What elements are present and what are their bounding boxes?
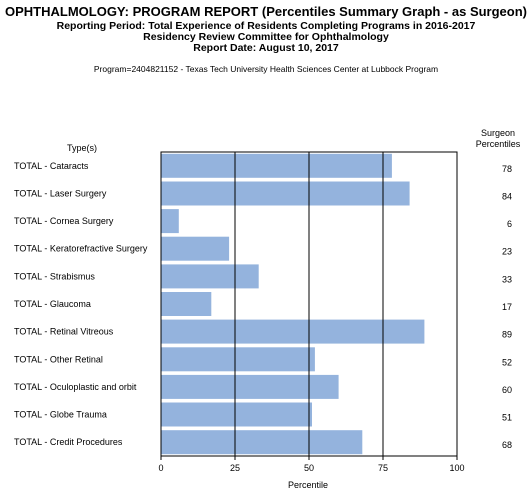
type-label: TOTAL - Credit Procedures: [14, 437, 123, 447]
percentile-value: 33: [502, 274, 512, 284]
bar: [161, 153, 392, 178]
type-label: TOTAL - Oculoplastic and orbit: [14, 382, 137, 392]
percentile-value: 89: [502, 330, 512, 340]
reporting-period: Reporting Period: Total Experience of Re…: [56, 20, 476, 32]
bar: [161, 402, 312, 427]
bar: [161, 374, 339, 399]
type-label: TOTAL - Retinal Vitreous: [14, 327, 114, 337]
type-label: TOTAL - Other Retinal: [14, 354, 103, 364]
percentile-value: 68: [502, 440, 512, 450]
type-label: TOTAL - Glaucoma: [14, 299, 91, 309]
percentile-value: 78: [502, 164, 512, 174]
percentile-value: 17: [502, 302, 512, 312]
x-tick-label: 75: [378, 463, 388, 473]
bar: [161, 319, 425, 344]
bar: [161, 264, 259, 289]
type-label: TOTAL - Strabismus: [14, 271, 95, 281]
type-label: TOTAL - Globe Trauma: [14, 410, 107, 420]
percentile-value: 51: [502, 413, 512, 423]
percentile-value: 23: [502, 247, 512, 257]
type-label: TOTAL - Cataracts: [14, 161, 89, 171]
type-label: TOTAL - Cornea Surgery: [14, 216, 114, 226]
committee-name: Residency Review Committee for Ophthalmo…: [143, 31, 389, 43]
bar: [161, 236, 230, 261]
types-column-header: Type(s): [67, 143, 98, 153]
type-label: TOTAL - Keratorefractive Surgery: [14, 244, 148, 254]
bar: [161, 292, 212, 316]
bar: [161, 347, 315, 372]
bar: [161, 430, 363, 455]
percentile-value: 52: [502, 357, 512, 367]
report-title: OPHTHALMOLOGY: PROGRAM REPORT (Percentil…: [5, 4, 527, 19]
report-date: Report Date: August 10, 2017: [193, 42, 339, 54]
program-line: Program=2404821152 - Texas Tech Universi…: [93, 64, 439, 74]
x-tick-label: 25: [230, 463, 240, 473]
x-tick-label: 0: [158, 463, 163, 473]
type-label: TOTAL - Laser Surgery: [14, 189, 107, 199]
surgeon-percentiles-header: Surgeon Percentiles: [475, 128, 521, 149]
bar: [161, 181, 410, 206]
x-tick-label: 50: [304, 463, 314, 473]
x-axis-label: Percentile: [287, 480, 329, 490]
percentile-value: 84: [502, 192, 512, 202]
percentile-value: 6: [507, 219, 512, 229]
x-tick-label: 100: [449, 463, 464, 473]
bar: [161, 209, 179, 234]
percentile-value: 60: [502, 385, 512, 395]
